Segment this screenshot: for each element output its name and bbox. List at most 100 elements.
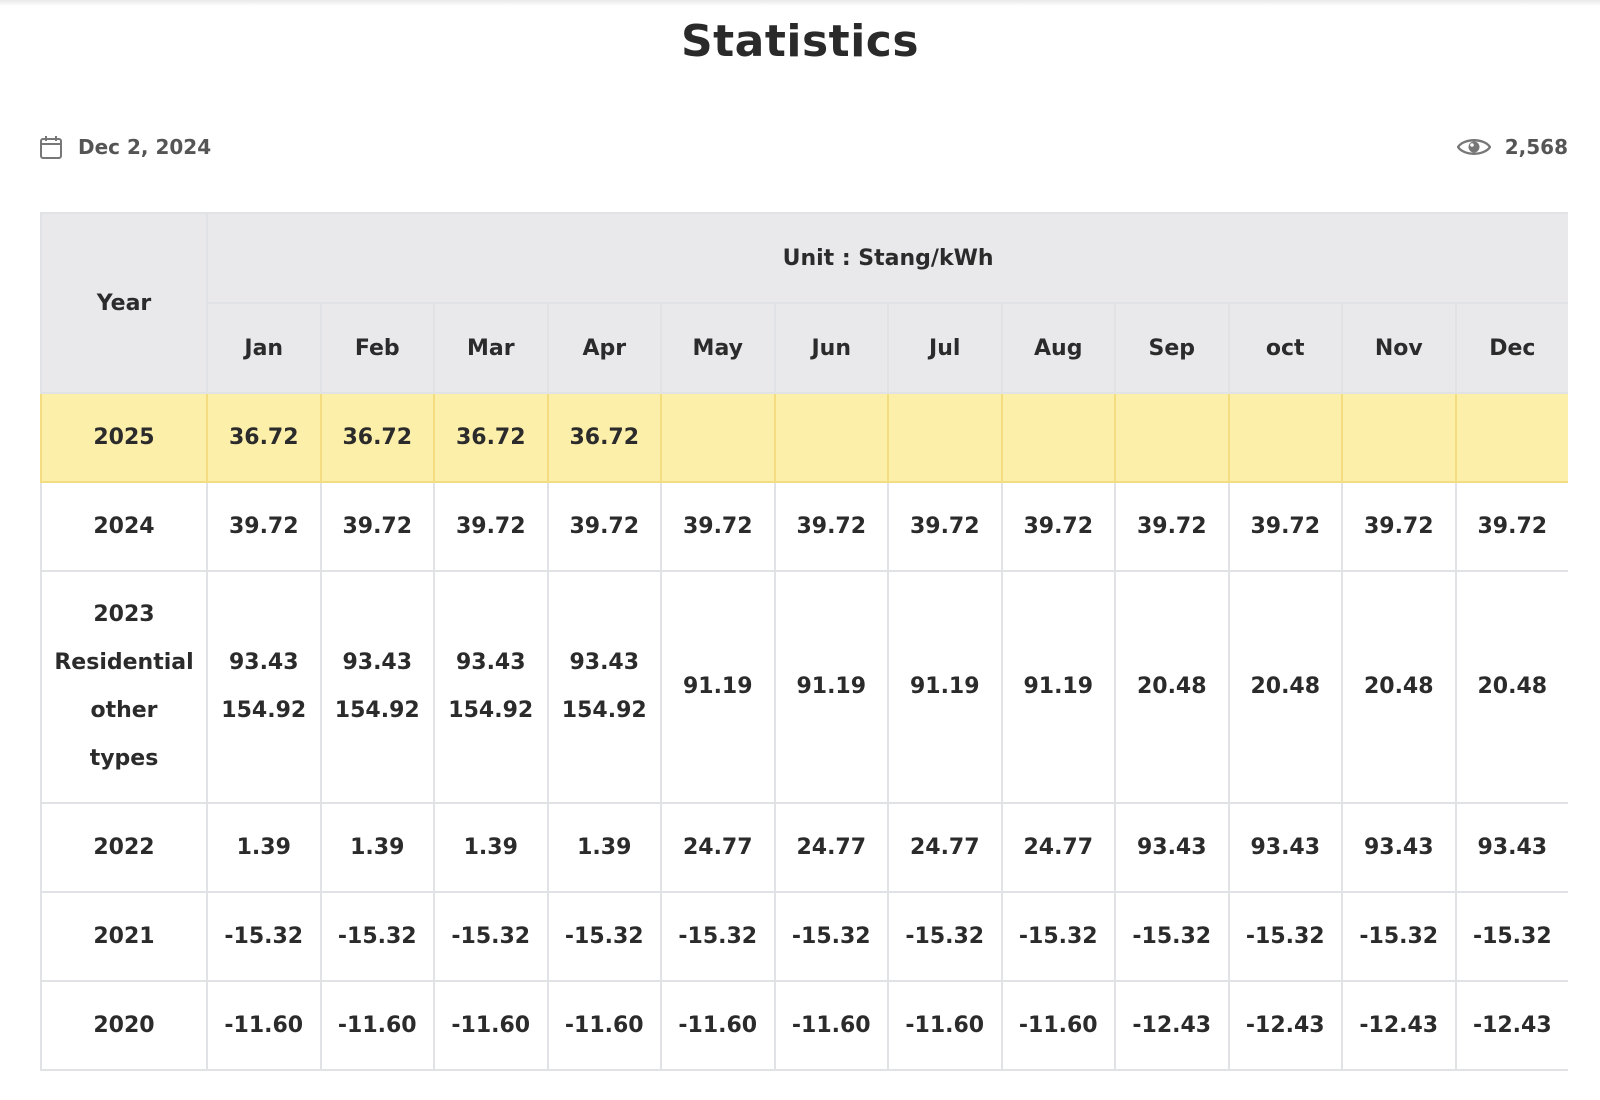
value-cell-jan: 1.39 [206,802,322,893]
year-label: other [90,698,158,723]
value-cell-oct: -12.43 [1227,980,1343,1071]
value-cell-nov [1341,392,1457,483]
value-cell-jun [773,392,889,483]
cell-value: 36.72 [342,424,413,450]
year-label: 2023 [93,602,155,627]
cell-value: -12.43 [1132,1012,1212,1038]
value-cell-may: 24.77 [660,802,776,893]
value-cell-nov: 93.43 [1341,802,1457,893]
cell-value: 1.39 [463,834,518,860]
year-header: Year [40,212,208,394]
table-row: 2025 36.72 36.72 36.72 36.72 [40,392,1568,483]
year-label: 2025 [93,424,155,450]
table-row: 2022 1.39 1.39 1.39 1.39 24.77 24.77 24.77 24.77… [40,802,1568,893]
cell-value: 91.19 [1023,674,1094,699]
cell-value: 39.72 [1363,513,1434,539]
value-cell-mar: 36.72 [433,392,549,483]
statistics-table: Year Unit : Stang/kWh Jan Feb Mar Apr May Jun… [40,212,1568,1071]
cell-value: 154.92 [448,698,534,723]
value-cell-jul: 91.19 [887,570,1003,804]
cell-value: 1.39 [577,834,632,860]
views-text: 2,568 [1504,135,1568,159]
value-cell-jul: -15.32 [887,891,1003,982]
value-cell-sep [1114,392,1230,483]
month-header-dec: Dec [1454,302,1568,394]
value-cell-jul: 24.77 [887,802,1003,893]
value-cell-oct [1227,392,1343,483]
value-cell-mar: 93.43 154.92 [433,570,549,804]
value-cell-dec: -12.43 [1454,980,1568,1071]
value-cell-oct: 39.72 [1227,481,1343,572]
year-label: Residential [54,650,194,675]
top-shadow [0,0,1600,6]
date-text: Dec 2, 2024 [78,135,212,159]
value-cell-sep: -12.43 [1114,980,1230,1071]
cell-value: -12.43 [1359,1012,1439,1038]
value-cell-apr: -15.32 [546,891,662,982]
cell-value: 93.43 [342,650,413,675]
value-cell-dec: 39.72 [1454,481,1568,572]
cell-value: -11.60 [791,1012,871,1038]
value-cell-jan: 39.72 [206,481,322,572]
cell-value: 24.77 [909,834,980,860]
cell-value: 1.39 [236,834,291,860]
cell-value: 24.77 [796,834,867,860]
year-cell: 2022 [40,802,208,893]
cell-value: 93.43 [569,650,640,675]
cell-value: 24.77 [682,834,753,860]
value-cell-aug [1000,392,1116,483]
cell-value: 1.39 [350,834,405,860]
cell-value: 91.19 [682,674,753,699]
month-header-aug: Aug [1000,302,1116,394]
cell-value: -11.60 [1018,1012,1098,1038]
cell-value: -15.32 [451,923,531,949]
cell-value: -11.60 [678,1012,758,1038]
cell-value: -11.60 [451,1012,531,1038]
year-cell: 2020 [40,980,208,1071]
value-cell-jan: -11.60 [206,980,322,1071]
value-cell-nov: -15.32 [1341,891,1457,982]
cell-value: -15.32 [564,923,644,949]
value-cell-dec: 20.48 [1454,570,1568,804]
cell-value: 39.72 [682,513,753,539]
value-cell-oct: 93.43 [1227,802,1343,893]
value-cell-mar: -15.32 [433,891,549,982]
cell-value: 93.43 [228,650,299,675]
month-header-oct: oct [1227,302,1343,394]
value-cell-oct: 20.48 [1227,570,1343,804]
value-cell-jun: 24.77 [773,802,889,893]
cell-value: 20.48 [1250,674,1321,699]
cell-value: 154.92 [221,698,307,723]
value-cell-sep: 93.43 [1114,802,1230,893]
value-cell-jan: -15.32 [206,891,322,982]
month-header-jun: Jun [773,302,889,394]
value-cell-feb: 1.39 [319,802,435,893]
cell-value: -15.32 [224,923,304,949]
cell-value: 39.72 [1250,513,1321,539]
value-cell-jul: -11.60 [887,980,1003,1071]
publish-date: Dec 2, 2024 [40,130,211,164]
value-cell-aug: 39.72 [1000,481,1116,572]
cell-value: 39.72 [455,513,526,539]
value-cell-feb: 36.72 [319,392,435,483]
unit-header-row: Year Unit : Stang/kWh [40,212,1568,394]
table-body: 2025 36.72 36.72 36.72 36.72 2024 39.72 39.72 39… [40,392,1568,1071]
year-cell: 2021 [40,891,208,982]
table-row: 2023 Residential other types 93.43 154.92 93.4… [40,570,1568,804]
statistics-table-container: Year Unit : Stang/kWh Jan Feb Mar Apr May Jun… [40,212,1568,1100]
cell-value: 93.43 [1477,834,1548,860]
cell-value: 39.72 [796,513,867,539]
value-cell-oct: -15.32 [1227,891,1343,982]
cell-value: 20.48 [1363,674,1434,699]
month-header-jul: Jul [887,302,1003,394]
cell-value: -11.60 [224,1012,304,1038]
value-cell-apr: 93.43 154.92 [546,570,662,804]
cell-value: 39.72 [1023,513,1094,539]
value-cell-mar: 39.72 [433,481,549,572]
year-label: 2020 [93,1012,155,1038]
cell-value: 20.48 [1477,674,1548,699]
cell-value: 39.72 [909,513,980,539]
value-cell-sep: 20.48 [1114,570,1230,804]
year-cell: 2023 Residential other types [40,570,208,804]
value-cell-may: -15.32 [660,891,776,982]
